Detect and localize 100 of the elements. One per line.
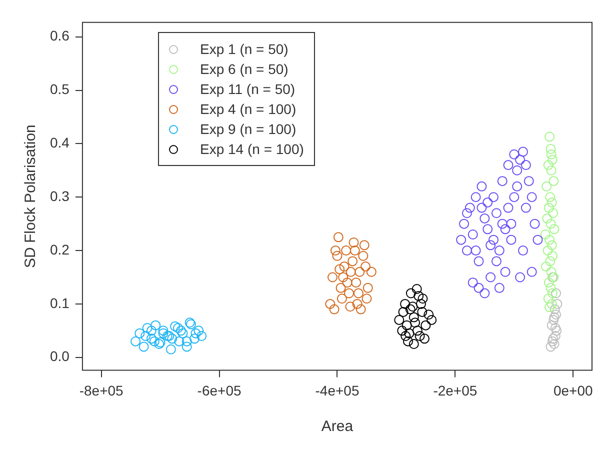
point xyxy=(142,322,152,333)
legend-label: Exp 14 (n = 100) xyxy=(200,140,304,159)
x-tick-label: 0e+00 xyxy=(553,382,593,398)
point xyxy=(551,310,562,320)
point xyxy=(146,326,156,336)
point xyxy=(414,331,425,342)
y-tick-label: 0.0 xyxy=(50,348,70,364)
point xyxy=(344,288,354,298)
point xyxy=(459,218,470,229)
point xyxy=(482,224,493,234)
point xyxy=(402,320,412,330)
point xyxy=(549,312,560,322)
point xyxy=(500,224,510,234)
point xyxy=(543,160,554,170)
point xyxy=(362,282,373,293)
point xyxy=(138,342,149,352)
point xyxy=(551,288,562,298)
point xyxy=(546,298,557,309)
point xyxy=(158,328,168,338)
point xyxy=(548,314,559,325)
point xyxy=(356,304,366,314)
point xyxy=(336,282,346,293)
legend-label: Exp 1 (n = 50) xyxy=(200,40,288,59)
point xyxy=(544,278,554,288)
point xyxy=(351,278,362,288)
point xyxy=(488,234,499,245)
y-tick-label: 0.4 xyxy=(50,134,70,151)
point xyxy=(549,224,560,234)
point xyxy=(474,256,484,266)
point xyxy=(545,256,556,266)
point xyxy=(545,192,556,202)
point xyxy=(170,321,180,332)
point xyxy=(360,262,371,272)
y-tick-label: 0.1 xyxy=(50,294,70,311)
point xyxy=(176,326,186,336)
point xyxy=(358,250,368,261)
x-tick-label: -6e+05 xyxy=(197,382,242,398)
point xyxy=(403,336,413,346)
point xyxy=(338,272,348,282)
point xyxy=(544,202,554,213)
x-tick-label: -8e+05 xyxy=(79,382,124,398)
point xyxy=(341,246,352,256)
point xyxy=(412,326,422,336)
x-tick-label: -2e+05 xyxy=(433,382,478,398)
legend-label: Exp 4 (n = 100) xyxy=(200,100,296,119)
point xyxy=(464,202,475,213)
point xyxy=(328,272,338,282)
point xyxy=(158,326,168,336)
point xyxy=(456,234,466,245)
point xyxy=(544,302,555,312)
point xyxy=(470,192,481,202)
point xyxy=(500,266,510,277)
point xyxy=(541,262,551,272)
point xyxy=(182,336,192,346)
point xyxy=(546,165,556,176)
point xyxy=(400,331,411,342)
point xyxy=(140,331,151,342)
point xyxy=(134,328,145,338)
point xyxy=(182,342,192,352)
point xyxy=(546,282,556,293)
point xyxy=(178,328,188,338)
point xyxy=(480,288,490,298)
y-axis-title: SD Flock Polarisation xyxy=(22,124,40,268)
point xyxy=(548,334,558,344)
point xyxy=(149,336,160,346)
y-tick-label: 0.2 xyxy=(50,241,70,258)
point xyxy=(346,266,356,277)
y-tick-label: 0.6 xyxy=(50,28,70,44)
point xyxy=(342,278,352,288)
point xyxy=(398,306,408,317)
point xyxy=(550,331,560,342)
point xyxy=(491,256,502,266)
point xyxy=(345,302,356,312)
point xyxy=(330,246,340,256)
point xyxy=(542,213,552,224)
point xyxy=(544,234,555,245)
point xyxy=(420,334,430,344)
point xyxy=(410,318,420,328)
point xyxy=(417,306,428,317)
point xyxy=(406,288,416,298)
x-axis-title: Area xyxy=(321,418,354,436)
point xyxy=(482,197,493,208)
point xyxy=(518,146,528,157)
point xyxy=(526,266,537,277)
point xyxy=(506,218,516,229)
point xyxy=(530,218,540,229)
point xyxy=(405,304,416,314)
point xyxy=(546,197,557,208)
point xyxy=(546,149,556,160)
point xyxy=(486,272,496,282)
point xyxy=(404,328,414,338)
point xyxy=(546,266,556,277)
point xyxy=(366,266,376,277)
point xyxy=(476,202,487,213)
point xyxy=(397,326,408,336)
point xyxy=(488,192,499,202)
point xyxy=(359,240,370,250)
point xyxy=(462,208,472,218)
point xyxy=(412,284,422,294)
point xyxy=(348,256,358,266)
